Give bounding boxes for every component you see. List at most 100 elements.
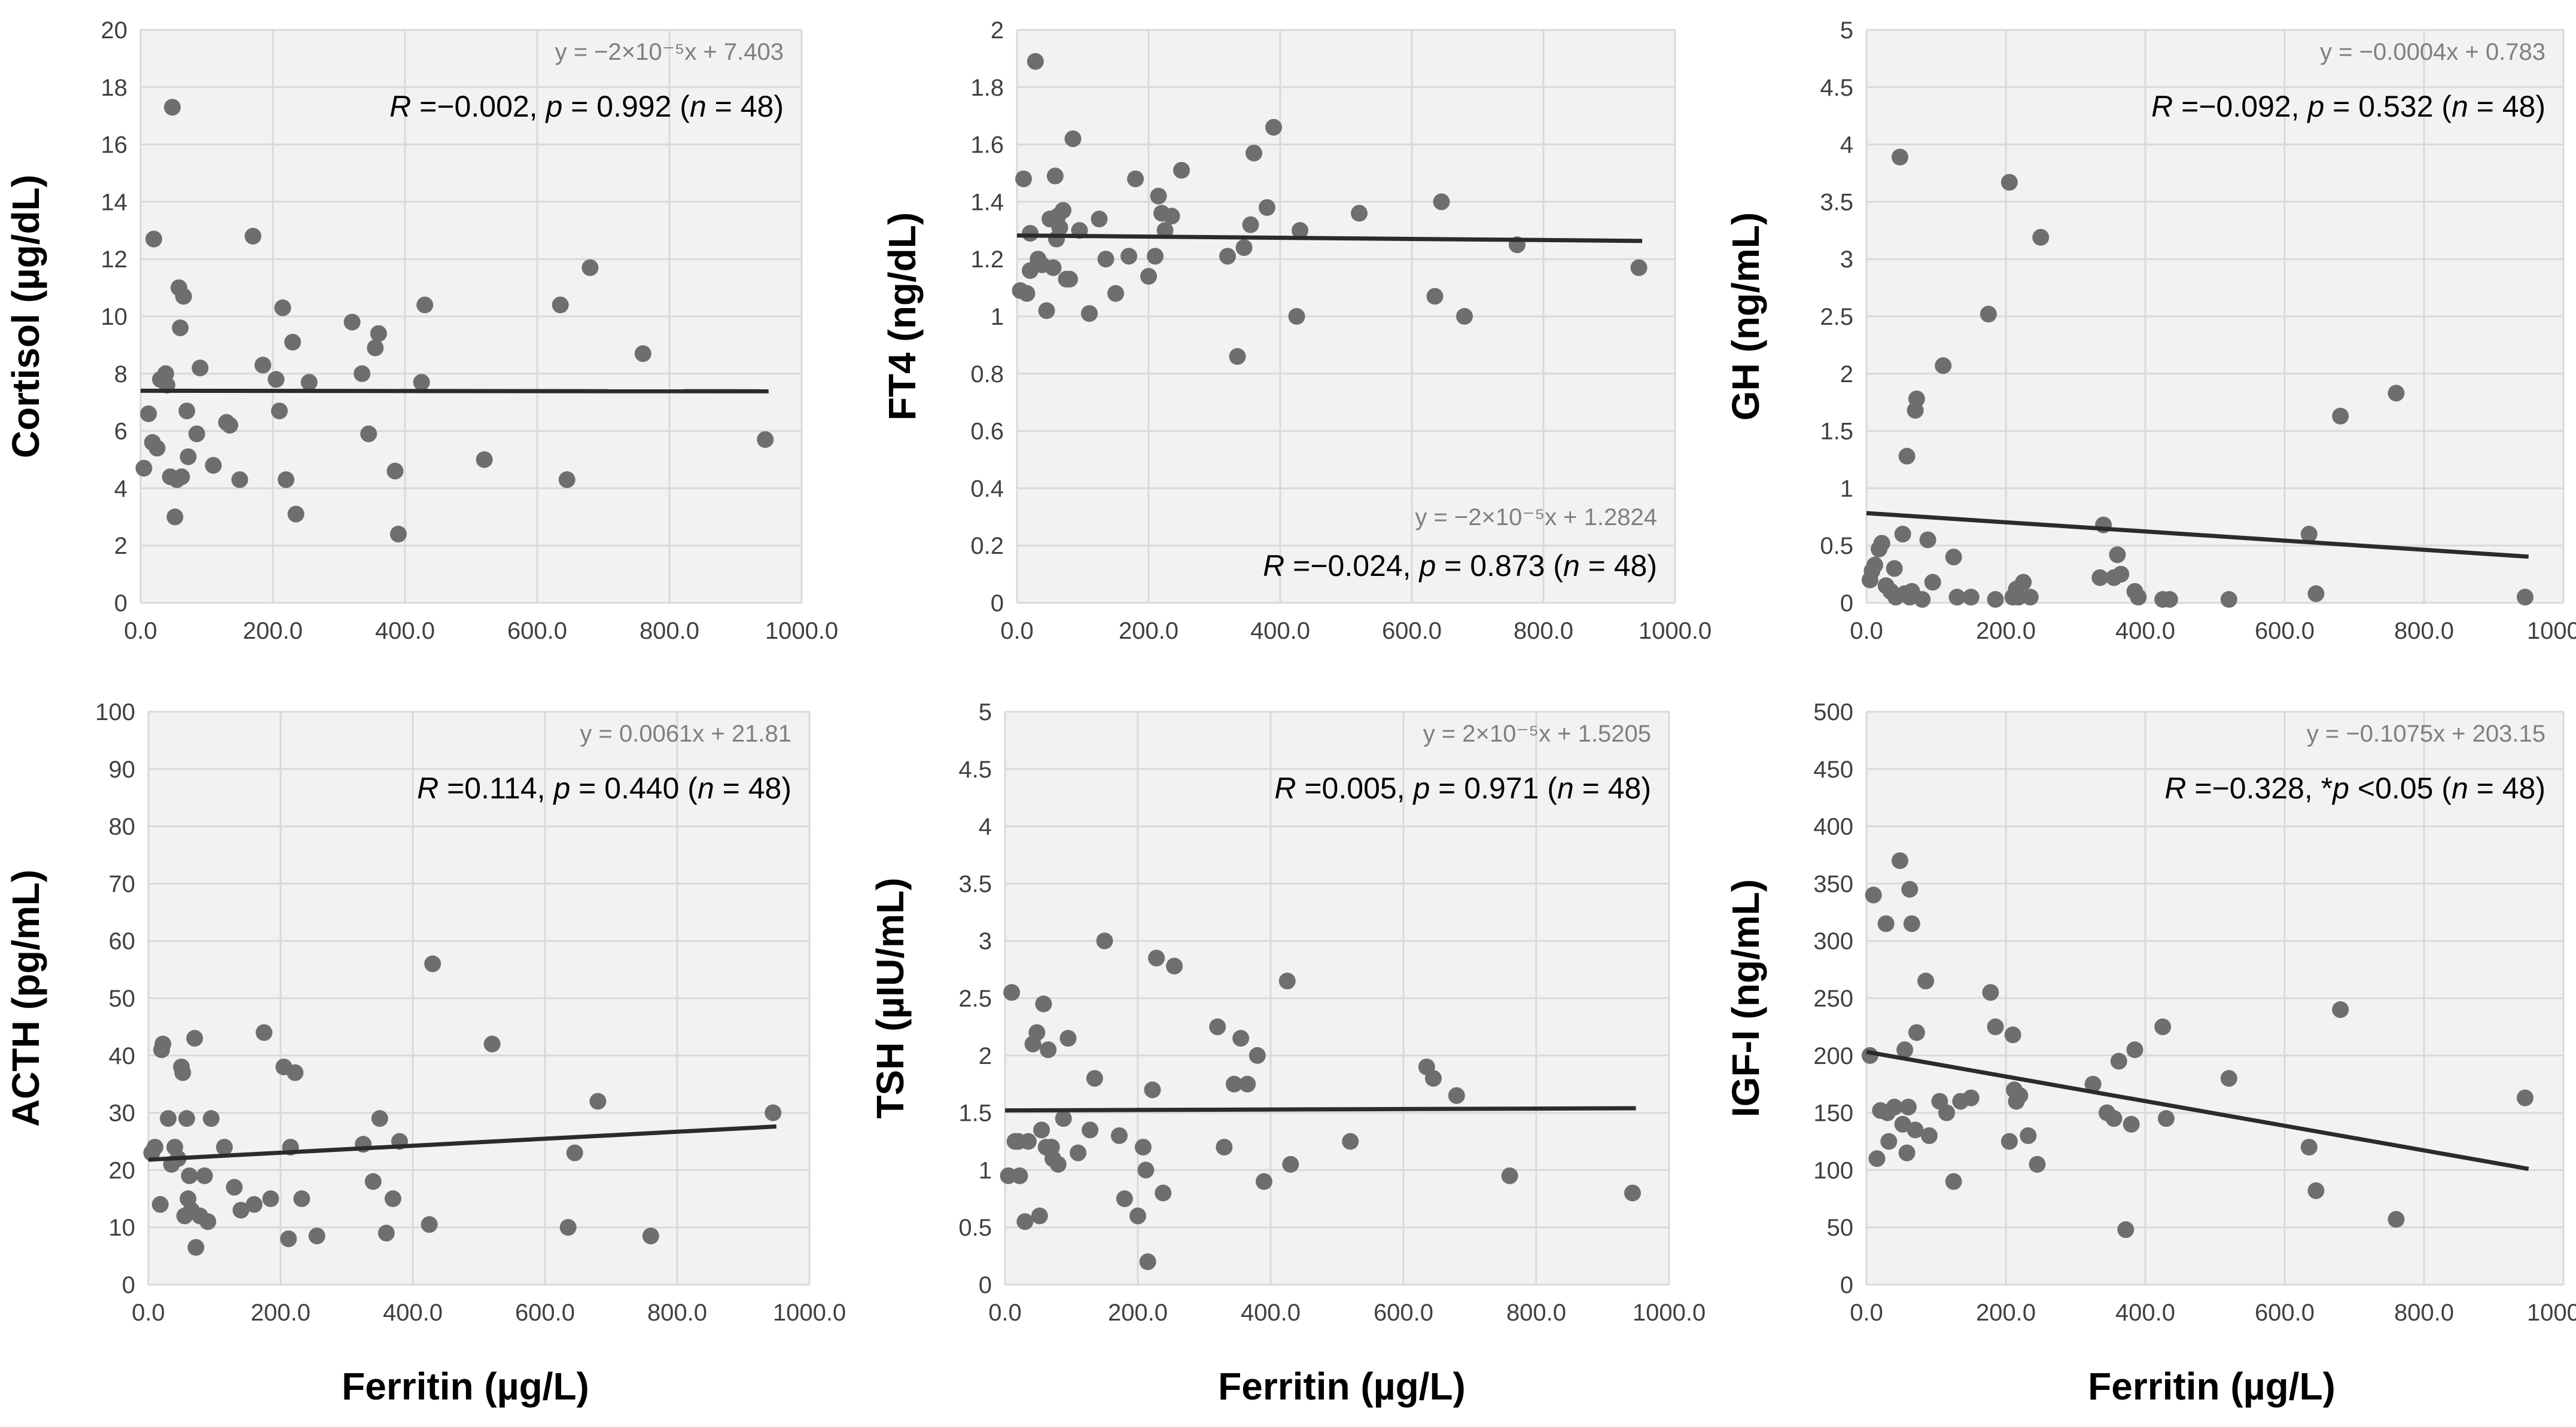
y-tick-label: 0	[122, 1272, 135, 1298]
data-point	[757, 431, 774, 448]
data-point	[245, 1196, 263, 1213]
y-tick-label: 400	[1813, 814, 1853, 840]
x-tick-label: 1000.0	[1639, 618, 1712, 644]
data-point	[1086, 1070, 1103, 1087]
data-point	[274, 299, 291, 316]
stat-stat-rest2: = 0.971 (	[1430, 772, 1557, 805]
data-point	[1873, 535, 1890, 552]
data-point	[2388, 1210, 2405, 1228]
stat-stat-r: R	[417, 772, 439, 805]
x-axis-label-col1: Ferritin (µg/L)	[342, 1365, 589, 1408]
chart-panel-igf1: 0 50 100 150 200 250 300 350 400 450 500 0.0 200.0 40…	[1724, 699, 2576, 1326]
y-tick-label: 50	[1827, 1215, 1854, 1241]
data-point	[2300, 526, 2318, 543]
y-tick-label: 10	[101, 304, 128, 330]
data-point	[1139, 1253, 1156, 1270]
data-point	[1155, 1184, 1172, 1202]
data-point	[1865, 886, 1882, 904]
data-point	[2307, 1182, 2325, 1199]
y-tick-label: 2.5	[1820, 304, 1853, 330]
data-point	[1292, 222, 1308, 239]
data-point	[581, 259, 599, 276]
data-point	[2021, 589, 2039, 606]
data-point	[1107, 285, 1124, 302]
data-point	[1166, 958, 1183, 975]
data-point	[308, 1227, 325, 1245]
y-tick-label: 70	[109, 871, 136, 897]
data-point	[174, 1064, 191, 1081]
data-point	[1082, 1121, 1099, 1139]
data-point	[1140, 267, 1157, 285]
x-tick-label: 600.0	[515, 1300, 575, 1326]
y-axis-label: TSH (µIU/mL)	[869, 877, 912, 1118]
data-point	[2516, 589, 2534, 606]
x-tick-label: 0.0	[988, 1300, 1022, 1326]
data-point	[1120, 248, 1137, 265]
data-point	[1049, 208, 1067, 225]
stat-stat-p: p	[1412, 772, 1430, 805]
y-tick-label: 1.8	[970, 75, 1004, 101]
data-point	[1866, 556, 1883, 574]
data-point	[1031, 1208, 1048, 1225]
y-tick-label: 0	[979, 1272, 992, 1298]
data-point	[1351, 205, 1368, 222]
stat-stat-end: = 48)	[2468, 90, 2545, 123]
data-point	[1035, 995, 1052, 1013]
trend-line	[1004, 1106, 1636, 1113]
data-point	[1424, 1070, 1442, 1087]
y-tick-label: 0	[1840, 1272, 1853, 1298]
data-point	[2220, 1070, 2237, 1087]
y-tick-label: 0.6	[970, 419, 1004, 445]
y-tick-label: 50	[109, 986, 136, 1012]
x-tick-label: 400.0	[375, 618, 435, 644]
data-point	[1265, 118, 1282, 136]
stat-stat-n: n	[698, 772, 714, 805]
regression-equation: y = −0.0004x + 0.783	[2320, 39, 2545, 65]
y-tick-label: 4	[114, 475, 127, 502]
stat-stat-rest2: = 0.532 (	[2324, 90, 2452, 123]
data-point	[1903, 915, 1920, 932]
data-point	[262, 1190, 279, 1208]
data-point	[196, 1167, 213, 1184]
data-point	[1948, 589, 1966, 606]
data-point	[1156, 222, 1174, 239]
data-point	[1216, 1139, 1233, 1156]
trend-line	[148, 1124, 777, 1162]
x-tick-label: 200.0	[251, 1300, 310, 1326]
y-tick-label: 1.4	[970, 189, 1004, 215]
data-point	[483, 1035, 501, 1053]
data-point	[2000, 1133, 2018, 1150]
stat-stat-r: R	[2151, 90, 2173, 123]
data-point	[1070, 1144, 1087, 1161]
data-point	[559, 1219, 577, 1236]
data-point	[151, 1196, 169, 1213]
stat-stat-r: R	[1263, 549, 1284, 583]
data-point	[187, 1239, 205, 1256]
stat-stat-n: n	[2452, 772, 2468, 805]
stat-stat-p: p	[544, 90, 562, 123]
data-point	[1456, 308, 1473, 325]
correlation-stats: R =−0.024, p = 0.873 (n = 48)	[1263, 549, 1657, 583]
x-tick-label: 600.0	[1382, 618, 1442, 644]
data-point	[1877, 915, 1895, 932]
data-point	[153, 1041, 170, 1059]
data-point	[1144, 1081, 1161, 1099]
data-point	[1982, 984, 1999, 1001]
y-tick-label: 0.2	[970, 533, 1004, 559]
data-point	[278, 471, 295, 489]
data-point	[1931, 1093, 1948, 1110]
y-tick-label: 2.5	[958, 986, 992, 1012]
data-point	[2332, 1001, 2349, 1019]
data-point	[2300, 1139, 2318, 1156]
x-tick-label: 200.0	[1119, 618, 1179, 644]
data-point	[1924, 574, 1941, 591]
stat-stat-p: p	[2331, 772, 2349, 805]
data-point	[1239, 1075, 1256, 1093]
stat-stat-end: = 48)	[1580, 549, 1657, 583]
data-point	[354, 365, 371, 382]
data-point	[765, 1104, 782, 1121]
x-tick-label: 600.0	[507, 618, 567, 644]
data-point	[589, 1093, 607, 1110]
data-point	[1433, 193, 1450, 211]
data-point	[370, 325, 387, 342]
